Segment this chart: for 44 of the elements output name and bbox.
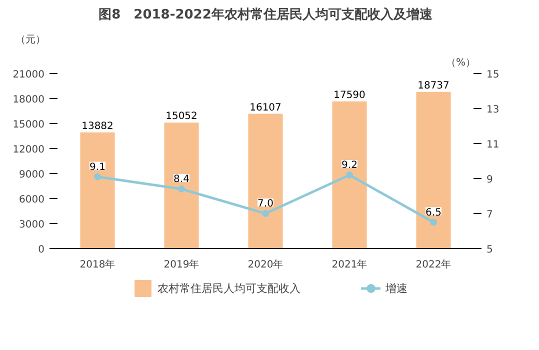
chart-title: 图8 2018-2022年农村常住居民人均可支配收入及增速	[98, 6, 434, 22]
bar	[248, 114, 283, 248]
x-tick-label: 2018年	[80, 258, 116, 270]
x-tick-label: 2019年	[164, 258, 200, 270]
data-label: 17590	[334, 90, 366, 101]
data-label: 9.2	[342, 160, 358, 171]
y-tick-label: 21000	[12, 70, 44, 80]
x-tick-label: 2020年	[248, 258, 284, 270]
y-axis-title: （元）	[16, 34, 46, 46]
x-tick-label: 2021年	[332, 258, 368, 270]
bar	[80, 132, 115, 248]
data-label: 16107	[250, 102, 282, 114]
data-label: 9.1	[90, 162, 106, 173]
y2-axis-title: （%）	[446, 58, 476, 68]
y2-tick-label: 9	[486, 174, 493, 186]
point	[94, 173, 101, 180]
data-label: 6.5	[426, 207, 442, 218]
point	[346, 172, 353, 178]
y-tick-label: 9000	[19, 170, 45, 180]
bar	[332, 101, 367, 248]
y2-tick-label: 13	[486, 104, 500, 116]
bar	[164, 122, 199, 248]
y2-tick-label: 15	[486, 70, 500, 80]
y-tick-label: 18000	[12, 94, 44, 106]
data-label: 15052	[166, 111, 198, 122]
legend-label: 农村常住居民人均可支配收入	[158, 280, 300, 296]
bar	[416, 92, 451, 248]
data-label: 18737	[418, 80, 450, 92]
data-label: 13882	[82, 120, 114, 132]
data-label: 8.4	[174, 174, 190, 185]
point	[262, 210, 269, 217]
legend-label: 增速	[386, 280, 408, 296]
y-tick-label: 0	[38, 244, 45, 256]
point	[430, 218, 437, 226]
y2-tick-label: 5	[486, 244, 493, 256]
y2-tick-label: 7	[486, 210, 493, 220]
y-tick-label: 15000	[12, 120, 44, 130]
x-tick-label: 2022年	[416, 258, 452, 270]
point	[178, 186, 185, 192]
y-tick-label: 6000	[19, 194, 45, 206]
y-tick-label: 3000	[19, 220, 45, 230]
y-tick-label: 12000	[12, 144, 44, 156]
y2-tick-label: 11	[486, 140, 500, 150]
data-label: 7.0	[258, 198, 274, 210]
